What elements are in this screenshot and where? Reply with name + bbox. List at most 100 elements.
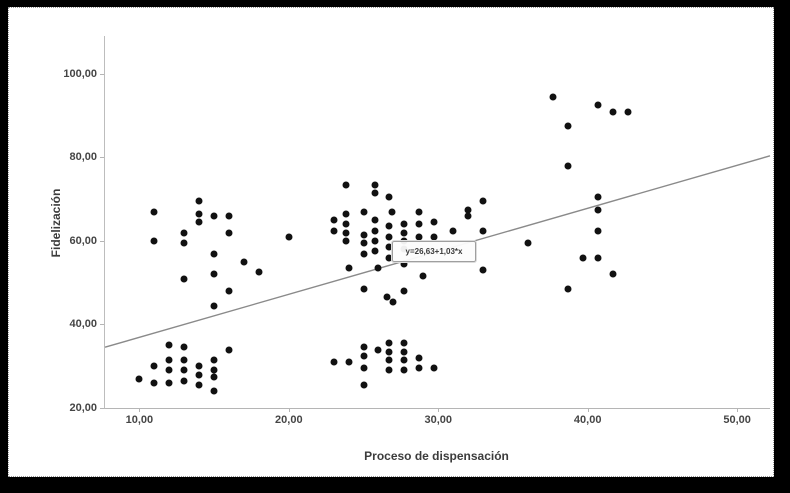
- data-point: [385, 233, 393, 241]
- data-point: [464, 212, 472, 220]
- data-point: [210, 387, 218, 395]
- x-tick-label: 20,00: [275, 414, 303, 426]
- data-point: [479, 227, 487, 235]
- data-point: [400, 260, 408, 268]
- y-tick-label: 40,00: [69, 318, 97, 331]
- y-tick-label: 60,00: [69, 234, 97, 247]
- x-tick-mark: [139, 408, 141, 412]
- data-point: [360, 208, 368, 216]
- x-axis-title: Proceso de dispensación: [364, 449, 509, 463]
- data-point: [180, 239, 188, 247]
- data-point: [150, 362, 158, 370]
- data-point: [180, 275, 188, 283]
- data-point: [342, 229, 350, 237]
- data-point: [225, 287, 233, 295]
- fit-line-svg: [104, 155, 771, 348]
- data-point: [564, 162, 572, 170]
- y-tick-label: 100,00: [63, 67, 97, 80]
- data-point: [342, 237, 350, 245]
- data-point: [385, 356, 393, 364]
- data-point: [609, 108, 617, 116]
- data-point: [594, 227, 602, 235]
- data-point: [400, 237, 408, 245]
- data-point: [400, 220, 408, 228]
- data-point: [150, 379, 158, 387]
- data-point: [210, 302, 218, 310]
- data-point: [225, 229, 233, 237]
- data-point: [371, 181, 379, 189]
- data-point: [479, 197, 487, 205]
- data-point: [624, 108, 632, 116]
- data-point: [415, 233, 423, 241]
- data-point: [330, 216, 338, 224]
- data-point: [579, 254, 587, 262]
- data-point: [400, 348, 408, 356]
- data-point: [210, 366, 218, 374]
- data-point: [400, 366, 408, 374]
- data-point: [180, 229, 188, 237]
- y-tick-mark: [100, 408, 104, 409]
- data-point: [342, 181, 350, 189]
- data-point: [415, 208, 423, 216]
- data-point: [360, 364, 368, 372]
- data-point: [415, 364, 423, 372]
- data-point: [225, 212, 233, 220]
- x-tick-label: 50,00: [723, 414, 751, 426]
- data-point: [255, 268, 263, 276]
- x-tick-mark: [438, 408, 440, 412]
- data-point: [360, 231, 368, 239]
- data-point: [330, 227, 338, 235]
- data-point: [165, 356, 173, 364]
- data-point: [195, 218, 203, 226]
- chart-panel: Fidelización 10,00 20,00 30,00 40,00 50,00 20…: [8, 7, 774, 477]
- data-point: [360, 285, 368, 293]
- x-tick-label: 40,00: [573, 414, 602, 426]
- data-point: [210, 356, 218, 364]
- data-point: [195, 371, 203, 379]
- data-point: [400, 287, 408, 295]
- data-point: [180, 356, 188, 364]
- data-point: [135, 375, 143, 383]
- data-point: [385, 254, 393, 262]
- data-point: [594, 101, 602, 109]
- data-point: [430, 233, 438, 241]
- y-axis-title-text: Fidelización: [49, 188, 63, 258]
- data-point: [165, 341, 173, 349]
- data-point: [415, 354, 423, 362]
- y-tick-mark: [100, 73, 104, 75]
- data-point: [195, 381, 203, 389]
- data-point: [594, 254, 602, 262]
- y-tick-label: 80,00: [69, 151, 97, 164]
- data-point: [345, 264, 353, 272]
- data-point: [225, 346, 233, 354]
- y-tick-mark: [100, 157, 104, 159]
- data-point: [210, 212, 218, 220]
- data-point: [388, 208, 396, 216]
- data-point: [415, 220, 423, 228]
- data-point: [371, 189, 379, 197]
- equation-annotation: y=26,63+1,03*x: [391, 240, 477, 263]
- data-point: [330, 358, 338, 366]
- data-point: [594, 193, 602, 201]
- x-tick-label: 10,00: [125, 414, 154, 426]
- data-point: [371, 216, 379, 224]
- data-point: [385, 339, 393, 347]
- data-point: [385, 366, 393, 374]
- data-point: [371, 237, 379, 245]
- data-point: [360, 250, 368, 258]
- data-point: [609, 270, 617, 278]
- data-point: [385, 193, 393, 201]
- data-point: [371, 247, 379, 255]
- y-tick-mark: [100, 240, 104, 242]
- data-point: [419, 272, 427, 280]
- data-point: [524, 239, 532, 247]
- data-point: [385, 243, 393, 251]
- data-point: [564, 122, 572, 130]
- data-point: [150, 237, 158, 245]
- x-tick-mark: [288, 408, 290, 412]
- data-point: [564, 285, 572, 293]
- data-point: [195, 197, 203, 205]
- data-point: [360, 239, 368, 247]
- data-point: [210, 250, 218, 258]
- data-point: [360, 352, 368, 360]
